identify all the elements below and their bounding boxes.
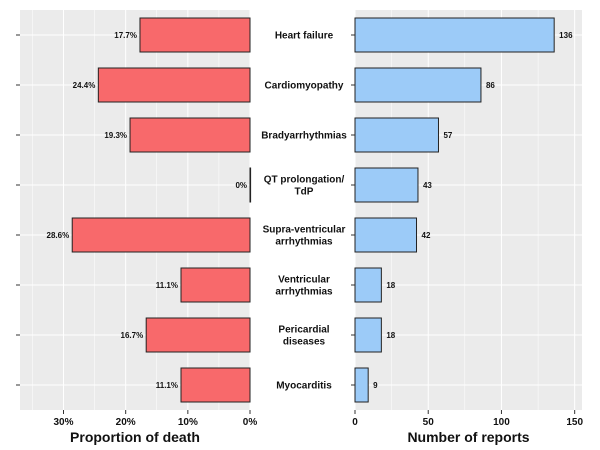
left-chart-panel: 17.7% 24.4% 19.3% 0% 28.6% 11.1% 16.7% 11.1% 0% 1… xyxy=(16,10,257,445)
death-bar-5 xyxy=(71,217,251,253)
reports-bar-6 xyxy=(354,267,382,303)
death-value-label: 17.7% xyxy=(114,31,137,40)
death-value-label: 16.7% xyxy=(121,331,144,340)
reports-bar-4 xyxy=(354,167,419,203)
x-tick-label: 20% xyxy=(116,417,136,428)
reports-bar-8 xyxy=(354,367,369,403)
death-bar-2 xyxy=(97,67,251,103)
reports-value-label: 43 xyxy=(423,181,432,190)
category-label: Pericardial diseases xyxy=(278,325,329,348)
reports-bar-2 xyxy=(354,67,482,103)
reports-bar-5 xyxy=(354,217,418,253)
x-tick-label: 10% xyxy=(178,417,198,428)
category-label: Myocarditis xyxy=(276,381,332,392)
x-tick-label: 100 xyxy=(493,417,510,428)
death-value-label: 11.1% xyxy=(156,281,178,290)
right-chart-panel: 136 Heart failure 86 Cardiomyopathy 57 Bradya… xyxy=(261,10,583,445)
category-label: Supra-ventricular arrhythmias xyxy=(263,225,346,248)
category-label: Bradyarrhythmias xyxy=(261,131,347,142)
reports-value-label: 9 xyxy=(373,381,378,390)
death-value-label: 24.4% xyxy=(73,81,96,90)
reports-bar-1 xyxy=(354,17,555,53)
death-value-label: 19.3% xyxy=(104,131,127,140)
x-tick-label: 0 xyxy=(352,417,358,428)
death-bar-6 xyxy=(180,267,251,303)
reports-bar-3 xyxy=(354,117,439,153)
reports-value-label: 136 xyxy=(559,31,573,40)
x-tick-label: 50 xyxy=(423,417,435,428)
death-bar-1 xyxy=(139,17,251,53)
death-bar-8 xyxy=(180,367,251,403)
category-label: Heart failure xyxy=(275,31,334,42)
reports-value-label: 42 xyxy=(422,231,431,240)
x-tick-label: 0% xyxy=(243,417,258,428)
reports-value-label: 57 xyxy=(443,131,452,140)
death-value-label: 0% xyxy=(235,181,247,190)
death-value-label: 11.1% xyxy=(156,381,178,390)
death-bar-7 xyxy=(145,317,251,353)
reports-bar-7 xyxy=(354,317,382,353)
death-value-label: 28.6% xyxy=(47,231,70,240)
x-tick-label: 150 xyxy=(566,417,583,428)
right-x-axis-title: Number of reports xyxy=(407,429,529,445)
reports-value-label: 18 xyxy=(386,281,395,290)
reports-value-label: 18 xyxy=(386,331,395,340)
category-label: Cardiomyopathy xyxy=(265,81,344,92)
x-tick-label: 30% xyxy=(54,417,74,428)
death-bar-4 xyxy=(249,167,252,203)
death-bar-3 xyxy=(129,117,251,153)
category-label: Ventricular arrhythmias xyxy=(275,275,333,298)
reports-value-label: 86 xyxy=(486,81,495,90)
left-x-axis-title: Proportion of death xyxy=(70,429,200,445)
category-label: QT prolongation/TdP xyxy=(264,175,345,198)
